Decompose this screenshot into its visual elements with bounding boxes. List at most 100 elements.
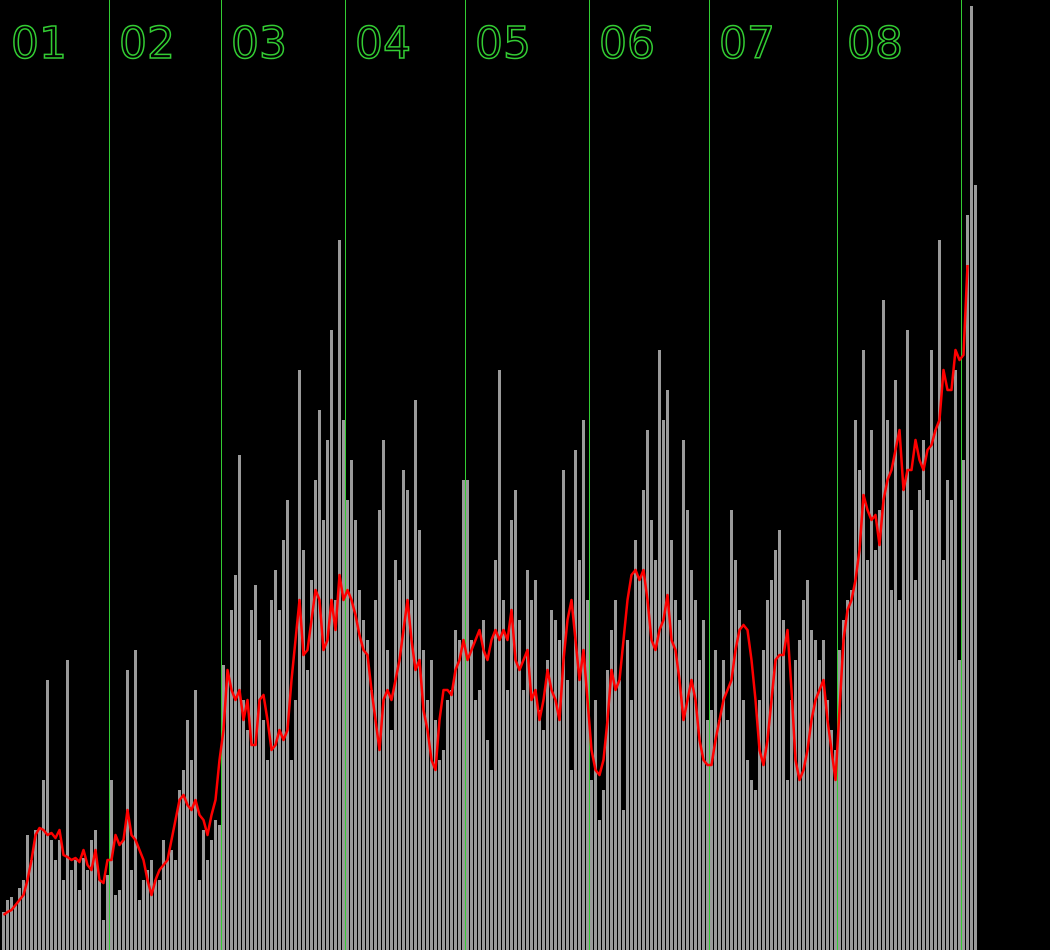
bar: [94, 830, 97, 950]
bar: [946, 480, 949, 950]
bar: [366, 640, 369, 950]
bar: [58, 840, 61, 950]
bar: [510, 520, 513, 950]
bar: [206, 860, 209, 950]
bar: [922, 440, 925, 950]
bar: [438, 760, 441, 950]
bar: [374, 600, 377, 950]
bar: [230, 610, 233, 950]
bar: [354, 520, 357, 950]
bar: [514, 490, 517, 950]
bar: [138, 900, 141, 950]
bar: [190, 760, 193, 950]
bar: [594, 700, 597, 950]
bar: [950, 500, 953, 950]
month-label: 01: [11, 18, 67, 69]
bar: [778, 530, 781, 950]
bar: [826, 700, 829, 950]
bar: [614, 600, 617, 950]
bar: [46, 680, 49, 950]
bar: [6, 900, 9, 950]
bar: [622, 810, 625, 950]
bar: [522, 690, 525, 950]
bar: [470, 640, 473, 950]
bar: [74, 860, 77, 950]
bar: [842, 620, 845, 950]
bar: [850, 590, 853, 950]
bar: [690, 570, 693, 950]
bar: [618, 680, 621, 950]
bar: [634, 540, 637, 950]
bar: [62, 880, 65, 950]
bar: [422, 650, 425, 950]
bar: [350, 460, 353, 950]
bar: [550, 610, 553, 950]
bar: [654, 560, 657, 950]
bar: [570, 770, 573, 950]
bar: [450, 690, 453, 950]
bar: [674, 600, 677, 950]
bar: [202, 830, 205, 950]
bar: [102, 920, 105, 950]
bar: [114, 895, 117, 950]
bar: [866, 560, 869, 950]
bar: [226, 675, 229, 950]
bar: [558, 640, 561, 950]
bar: [182, 770, 185, 950]
bar: [758, 700, 761, 950]
bar: [498, 370, 501, 950]
month-label: 08: [847, 18, 903, 69]
bar: [270, 600, 273, 950]
bar: [534, 580, 537, 950]
bar: [942, 560, 945, 950]
bar: [282, 540, 285, 950]
bar: [638, 580, 641, 950]
bar: [954, 370, 957, 950]
bar: [958, 660, 961, 950]
bar: [98, 880, 101, 950]
bar: [242, 700, 245, 950]
bar: [66, 660, 69, 950]
trend-line: [2, 264, 969, 916]
bar: [646, 430, 649, 950]
bar: [806, 580, 809, 950]
bar: [914, 580, 917, 950]
bar: [26, 835, 29, 950]
bar: [882, 300, 885, 950]
bar: [410, 600, 413, 950]
bar: [2, 912, 5, 950]
bar: [302, 550, 305, 950]
bar: [910, 510, 913, 950]
bar: [78, 890, 81, 950]
bar: [326, 440, 329, 950]
bar: [474, 700, 477, 950]
bar: [930, 350, 933, 950]
bar: [814, 640, 817, 950]
bar: [358, 590, 361, 950]
bar: [294, 700, 297, 950]
bar: [22, 880, 25, 950]
bar: [662, 420, 665, 950]
bar: [118, 890, 121, 950]
bar: [802, 600, 805, 950]
bar: [218, 825, 221, 950]
bar: [174, 860, 177, 950]
bar: [918, 490, 921, 950]
bar: [238, 455, 241, 950]
bar: [318, 410, 321, 950]
bar: [54, 860, 57, 950]
bar: [774, 550, 777, 950]
bar: [10, 897, 13, 950]
bar: [458, 640, 461, 950]
bar: [830, 730, 833, 950]
bar: [38, 828, 41, 950]
bar: [398, 580, 401, 950]
bar: [962, 460, 965, 950]
bar: [718, 720, 721, 950]
bar: [750, 780, 753, 950]
bar: [194, 690, 197, 950]
bar: [418, 530, 421, 950]
bar: [406, 490, 409, 950]
bar: [390, 730, 393, 950]
month-label: 04: [355, 18, 411, 69]
